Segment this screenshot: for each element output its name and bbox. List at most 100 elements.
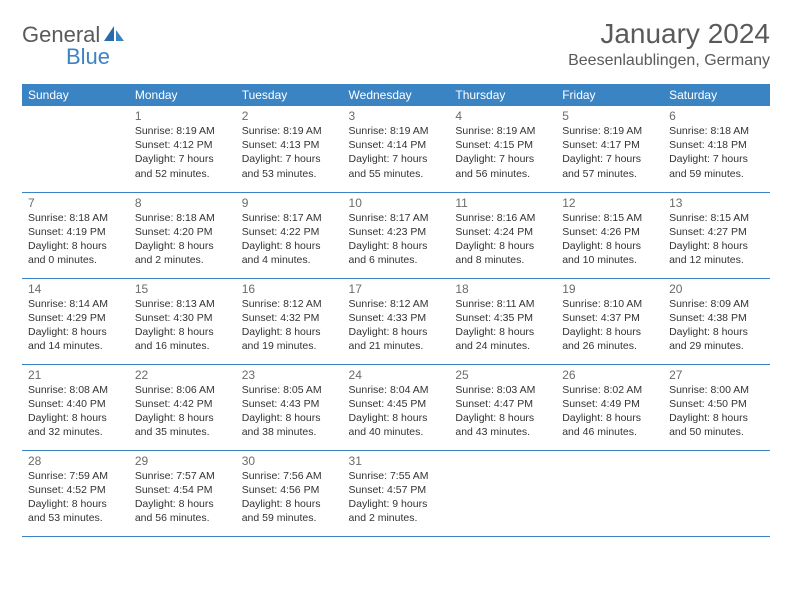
- calendar-day-cell: 6Sunrise: 8:18 AMSunset: 4:18 PMDaylight…: [663, 106, 770, 192]
- day-number: 20: [669, 282, 764, 296]
- calendar-day-cell: 7Sunrise: 8:18 AMSunset: 4:19 PMDaylight…: [22, 192, 129, 278]
- day-number: 6: [669, 109, 764, 123]
- calendar-day-cell: 1Sunrise: 8:19 AMSunset: 4:12 PMDaylight…: [129, 106, 236, 192]
- daylight-text-2: and 40 minutes.: [349, 425, 444, 439]
- sunrise-text: Sunrise: 8:18 AM: [135, 211, 230, 225]
- day-number: 24: [349, 368, 444, 382]
- daylight-text-1: Daylight: 8 hours: [135, 411, 230, 425]
- sunset-text: Sunset: 4:45 PM: [349, 397, 444, 411]
- day-number: 19: [562, 282, 657, 296]
- sunrise-text: Sunrise: 8:05 AM: [242, 383, 337, 397]
- daylight-text-2: and 29 minutes.: [669, 339, 764, 353]
- daylight-text-2: and 21 minutes.: [349, 339, 444, 353]
- day-header: Friday: [556, 84, 663, 106]
- calendar-day-cell: 31Sunrise: 7:55 AMSunset: 4:57 PMDayligh…: [343, 450, 450, 536]
- daylight-text-1: Daylight: 8 hours: [669, 325, 764, 339]
- daylight-text-1: Daylight: 8 hours: [349, 411, 444, 425]
- sunrise-text: Sunrise: 8:19 AM: [455, 124, 550, 138]
- sunset-text: Sunset: 4:12 PM: [135, 138, 230, 152]
- sunset-text: Sunset: 4:26 PM: [562, 225, 657, 239]
- day-info: Sunrise: 8:19 AMSunset: 4:14 PMDaylight:…: [349, 124, 444, 181]
- sunset-text: Sunset: 4:30 PM: [135, 311, 230, 325]
- sunset-text: Sunset: 4:32 PM: [242, 311, 337, 325]
- day-number: 31: [349, 454, 444, 468]
- sunrise-text: Sunrise: 8:15 AM: [562, 211, 657, 225]
- day-info: Sunrise: 8:18 AMSunset: 4:20 PMDaylight:…: [135, 211, 230, 268]
- sunset-text: Sunset: 4:57 PM: [349, 483, 444, 497]
- sunrise-text: Sunrise: 8:19 AM: [135, 124, 230, 138]
- page-title: January 2024: [568, 18, 770, 50]
- day-info: Sunrise: 8:14 AMSunset: 4:29 PMDaylight:…: [28, 297, 123, 354]
- day-info: Sunrise: 8:15 AMSunset: 4:26 PMDaylight:…: [562, 211, 657, 268]
- day-number: 1: [135, 109, 230, 123]
- calendar-day-cell: 25Sunrise: 8:03 AMSunset: 4:47 PMDayligh…: [449, 364, 556, 450]
- daylight-text-2: and 14 minutes.: [28, 339, 123, 353]
- sunset-text: Sunset: 4:18 PM: [669, 138, 764, 152]
- calendar-week-row: 21Sunrise: 8:08 AMSunset: 4:40 PMDayligh…: [22, 364, 770, 450]
- day-number: 14: [28, 282, 123, 296]
- sunrise-text: Sunrise: 8:09 AM: [669, 297, 764, 311]
- calendar-day-cell: 12Sunrise: 8:15 AMSunset: 4:26 PMDayligh…: [556, 192, 663, 278]
- sunset-text: Sunset: 4:23 PM: [349, 225, 444, 239]
- daylight-text-1: Daylight: 8 hours: [135, 325, 230, 339]
- sunrise-text: Sunrise: 7:56 AM: [242, 469, 337, 483]
- day-info: Sunrise: 8:00 AMSunset: 4:50 PMDaylight:…: [669, 383, 764, 440]
- day-number: 23: [242, 368, 337, 382]
- calendar-day-cell: 3Sunrise: 8:19 AMSunset: 4:14 PMDaylight…: [343, 106, 450, 192]
- day-info: Sunrise: 7:59 AMSunset: 4:52 PMDaylight:…: [28, 469, 123, 526]
- daylight-text-1: Daylight: 8 hours: [562, 325, 657, 339]
- calendar-week-row: 28Sunrise: 7:59 AMSunset: 4:52 PMDayligh…: [22, 450, 770, 536]
- sunset-text: Sunset: 4:52 PM: [28, 483, 123, 497]
- day-number: 9: [242, 196, 337, 210]
- sunset-text: Sunset: 4:13 PM: [242, 138, 337, 152]
- calendar-day-cell: 10Sunrise: 8:17 AMSunset: 4:23 PMDayligh…: [343, 192, 450, 278]
- day-header: Wednesday: [343, 84, 450, 106]
- brand-logo: GeneralBlue: [22, 18, 126, 70]
- calendar-day-cell: [556, 450, 663, 536]
- daylight-text-2: and 43 minutes.: [455, 425, 550, 439]
- sunset-text: Sunset: 4:40 PM: [28, 397, 123, 411]
- day-header: Thursday: [449, 84, 556, 106]
- sunrise-text: Sunrise: 8:12 AM: [242, 297, 337, 311]
- daylight-text-2: and 52 minutes.: [135, 167, 230, 181]
- daylight-text-1: Daylight: 8 hours: [669, 239, 764, 253]
- daylight-text-2: and 59 minutes.: [669, 167, 764, 181]
- daylight-text-1: Daylight: 8 hours: [28, 239, 123, 253]
- daylight-text-2: and 53 minutes.: [242, 167, 337, 181]
- day-number: 12: [562, 196, 657, 210]
- calendar-day-cell: 19Sunrise: 8:10 AMSunset: 4:37 PMDayligh…: [556, 278, 663, 364]
- day-number: 13: [669, 196, 764, 210]
- day-number: 21: [28, 368, 123, 382]
- daylight-text-2: and 16 minutes.: [135, 339, 230, 353]
- day-number: 5: [562, 109, 657, 123]
- sunrise-text: Sunrise: 8:02 AM: [562, 383, 657, 397]
- day-info: Sunrise: 8:18 AMSunset: 4:19 PMDaylight:…: [28, 211, 123, 268]
- calendar-week-row: 14Sunrise: 8:14 AMSunset: 4:29 PMDayligh…: [22, 278, 770, 364]
- day-info: Sunrise: 8:09 AMSunset: 4:38 PMDaylight:…: [669, 297, 764, 354]
- daylight-text-1: Daylight: 8 hours: [28, 325, 123, 339]
- sunrise-text: Sunrise: 8:18 AM: [669, 124, 764, 138]
- sunrise-text: Sunrise: 8:19 AM: [242, 124, 337, 138]
- calendar-day-cell: 4Sunrise: 8:19 AMSunset: 4:15 PMDaylight…: [449, 106, 556, 192]
- day-number: 3: [349, 109, 444, 123]
- calendar-table: SundayMondayTuesdayWednesdayThursdayFrid…: [22, 84, 770, 537]
- calendar-body: 1Sunrise: 8:19 AMSunset: 4:12 PMDaylight…: [22, 106, 770, 536]
- day-info: Sunrise: 8:19 AMSunset: 4:17 PMDaylight:…: [562, 124, 657, 181]
- daylight-text-2: and 57 minutes.: [562, 167, 657, 181]
- calendar-day-cell: 11Sunrise: 8:16 AMSunset: 4:24 PMDayligh…: [449, 192, 556, 278]
- daylight-text-1: Daylight: 8 hours: [28, 411, 123, 425]
- day-info: Sunrise: 8:10 AMSunset: 4:37 PMDaylight:…: [562, 297, 657, 354]
- calendar-week-row: 7Sunrise: 8:18 AMSunset: 4:19 PMDaylight…: [22, 192, 770, 278]
- sunset-text: Sunset: 4:54 PM: [135, 483, 230, 497]
- sunrise-text: Sunrise: 8:04 AM: [349, 383, 444, 397]
- calendar-week-row: 1Sunrise: 8:19 AMSunset: 4:12 PMDaylight…: [22, 106, 770, 192]
- day-number: 26: [562, 368, 657, 382]
- calendar-day-cell: 13Sunrise: 8:15 AMSunset: 4:27 PMDayligh…: [663, 192, 770, 278]
- daylight-text-2: and 59 minutes.: [242, 511, 337, 525]
- day-number: 8: [135, 196, 230, 210]
- sunset-text: Sunset: 4:15 PM: [455, 138, 550, 152]
- calendar-day-cell: 23Sunrise: 8:05 AMSunset: 4:43 PMDayligh…: [236, 364, 343, 450]
- day-info: Sunrise: 8:13 AMSunset: 4:30 PMDaylight:…: [135, 297, 230, 354]
- header: GeneralBlue January 2024 Beesenlaublinge…: [22, 18, 770, 70]
- calendar-day-cell: 16Sunrise: 8:12 AMSunset: 4:32 PMDayligh…: [236, 278, 343, 364]
